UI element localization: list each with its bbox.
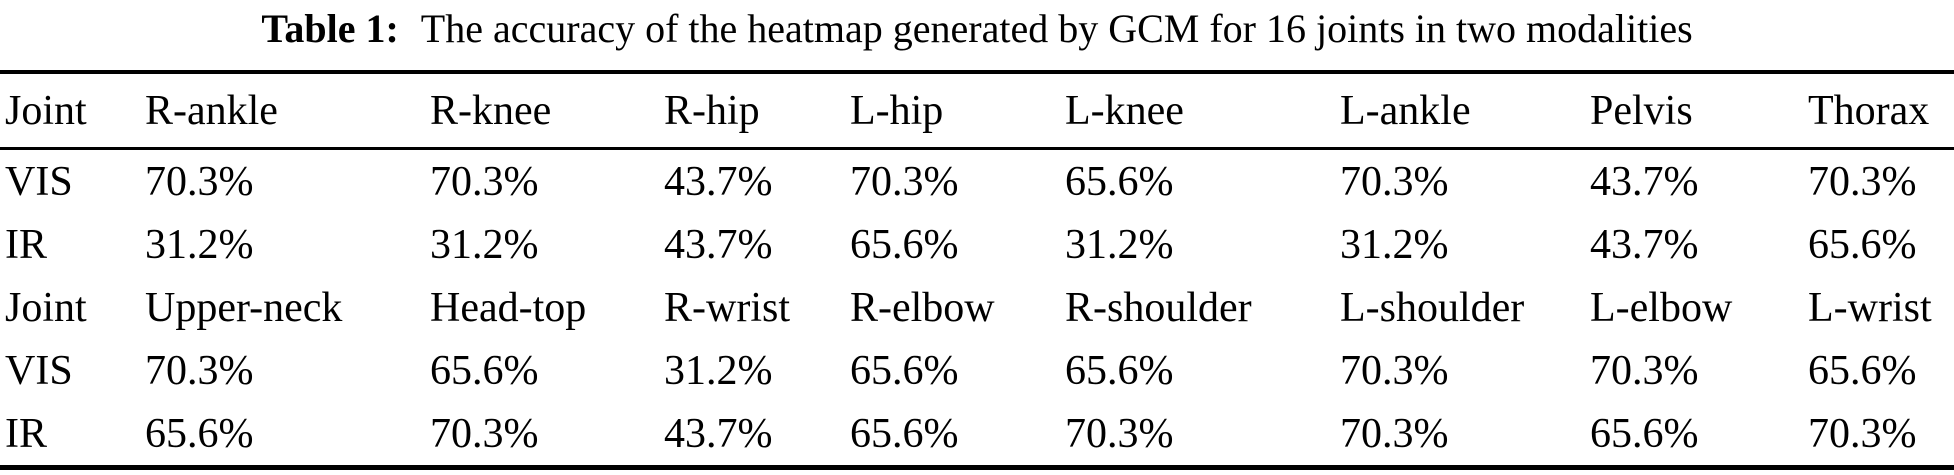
- table-cell: 31.2%: [1340, 221, 1449, 268]
- table-cell: VIS: [5, 347, 73, 394]
- table-cell: 65.6%: [1590, 410, 1699, 457]
- table-cell: 65.6%: [850, 221, 959, 268]
- table-cell: 65.6%: [1065, 158, 1174, 205]
- table-cell: 65.6%: [145, 410, 254, 457]
- table-cell: 65.6%: [1808, 347, 1917, 394]
- table-cell: 70.3%: [430, 158, 539, 205]
- table-cell: 70.3%: [145, 347, 254, 394]
- table-cell: Thorax: [1808, 72, 1954, 150]
- table-row-ir-lower: IR 31.2% 31.2% 43.7% 65.6% 31.2% 31.2% 4…: [0, 213, 1954, 276]
- table-cell: L-elbow: [1590, 284, 1733, 331]
- table-row-vis-lower: VIS 70.3% 70.3% 43.7% 70.3% 65.6% 70.3% …: [0, 149, 1954, 214]
- table-cell: L-ankle: [1340, 72, 1590, 150]
- table-cell: 31.2%: [1065, 221, 1174, 268]
- table-cell: 65.6%: [1065, 347, 1174, 394]
- table-row-header-upper-joints: Joint Upper-neck Head-top R-wrist R-elbo…: [0, 276, 1954, 339]
- table-cell: L-knee: [1065, 72, 1340, 150]
- table-cell: 70.3%: [1340, 158, 1449, 205]
- table-cell: IR: [5, 410, 47, 457]
- table-cell: IR: [5, 221, 47, 268]
- table-cell: 70.3%: [1808, 410, 1917, 457]
- table-cell: R-wrist: [664, 284, 790, 331]
- table-cell: 43.7%: [664, 410, 773, 457]
- table-cell: 65.6%: [850, 410, 959, 457]
- table-cell: Upper-neck: [145, 284, 343, 331]
- table-cell: 70.3%: [1808, 158, 1917, 205]
- table-cell: 43.7%: [664, 221, 773, 268]
- table-row-ir-upper: IR 65.6% 70.3% 43.7% 65.6% 70.3% 70.3% 6…: [0, 402, 1954, 468]
- table-cell: R-elbow: [850, 284, 995, 331]
- table-cell: L-hip: [850, 72, 1065, 150]
- table-cell: 70.3%: [1340, 347, 1449, 394]
- table-cell: L-shoulder: [1340, 284, 1525, 331]
- table-cell: 31.2%: [430, 221, 539, 268]
- table-cell: 70.3%: [1590, 347, 1699, 394]
- table-cell: 70.3%: [430, 410, 539, 457]
- table-cell: VIS: [5, 158, 73, 205]
- accuracy-table: Joint R-ankle R-knee R-hip L-hip L-knee …: [0, 70, 1954, 470]
- table-cell: Pelvis: [1590, 72, 1808, 150]
- table-cell: Head-top: [430, 284, 587, 331]
- table-cell: 43.7%: [1590, 221, 1699, 268]
- table-cell: L-wrist: [1808, 284, 1932, 331]
- table-cell: 65.6%: [1808, 221, 1917, 268]
- table-cell: R-ankle: [145, 72, 430, 150]
- table-row-vis-upper: VIS 70.3% 65.6% 31.2% 65.6% 65.6% 70.3% …: [0, 339, 1954, 402]
- table-row-header-lower-joints: Joint R-ankle R-knee R-hip L-hip L-knee …: [0, 72, 1954, 150]
- table-cell: 43.7%: [1590, 158, 1699, 205]
- table-cell: R-knee: [430, 72, 664, 150]
- table-cell: 70.3%: [1340, 410, 1449, 457]
- table-cell: 70.3%: [850, 158, 959, 205]
- table-cell: 65.6%: [430, 347, 539, 394]
- table-cell: Joint: [0, 72, 145, 150]
- table-cell: 70.3%: [145, 158, 254, 205]
- table-caption-number: Table 1:: [261, 6, 399, 51]
- table-cell: R-hip: [664, 72, 850, 150]
- table-cell: 65.6%: [850, 347, 959, 394]
- table-cell: Joint: [5, 284, 87, 331]
- table-cell: R-shoulder: [1065, 284, 1252, 331]
- table-cell: 70.3%: [1065, 410, 1174, 457]
- table-caption-text: The accuracy of the heatmap generated by…: [420, 6, 1693, 51]
- table-cell: 31.2%: [145, 221, 254, 268]
- table-cell: 31.2%: [664, 347, 773, 394]
- table-cell: 43.7%: [664, 158, 773, 205]
- table-caption: Table 1: The accuracy of the heatmap gene…: [0, 0, 1954, 70]
